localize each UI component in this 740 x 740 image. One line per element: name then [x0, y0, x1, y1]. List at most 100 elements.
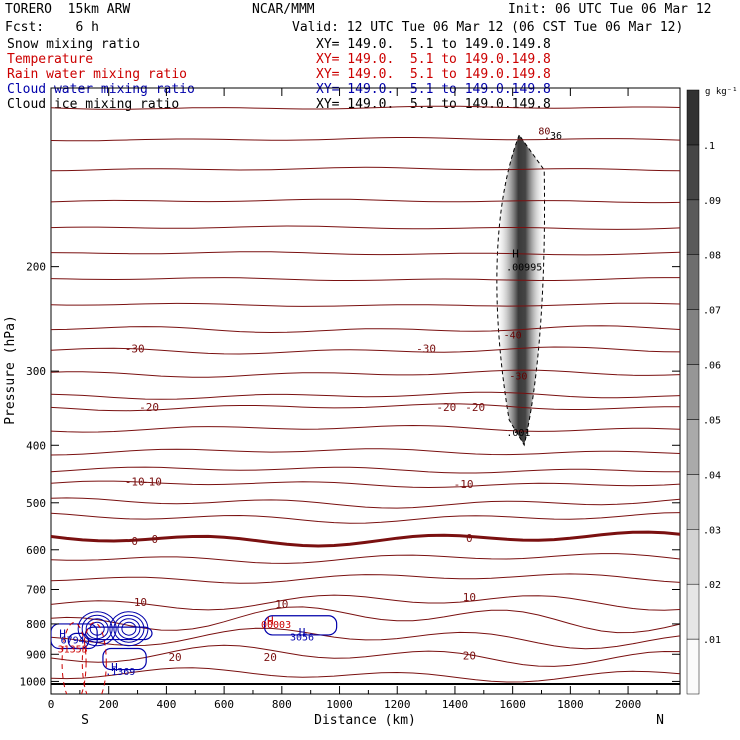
- isotherm-line: [51, 251, 680, 256]
- rain-contour: [81, 622, 107, 694]
- tick-layer: [50, 88, 680, 694]
- y-tick-label: 500: [26, 497, 46, 510]
- isotherm-line: [51, 403, 680, 412]
- x-axis-label: Distance (km): [314, 713, 416, 728]
- contour-value-label: 3056: [290, 632, 314, 643]
- legend-cloudwater-xy: XY= 149.0. 5.1 to 149.0.149.8: [316, 82, 551, 97]
- colorbar-swatch: [686, 199, 700, 255]
- high-marker: H: [59, 627, 66, 640]
- forecast-hour: Fcst: 6 h: [5, 20, 99, 35]
- isotherm-label: 20: [264, 651, 277, 664]
- legend-cloudwater-name: Cloud water mixing ratio: [7, 82, 195, 97]
- contour-value-label: 80: [538, 127, 550, 138]
- legend-snow-name: Snow mixing ratio: [7, 37, 141, 52]
- x-tick-label: 0: [48, 698, 55, 711]
- cloud-water-contour: [85, 626, 153, 641]
- high-marker: H: [267, 615, 274, 628]
- colorbar-swatch: [686, 144, 700, 201]
- isotherm-line: [51, 277, 680, 281]
- x-tick-label: 1400: [442, 698, 469, 711]
- x-tick-label: 1800: [557, 698, 584, 711]
- isotherm-line: [51, 198, 680, 204]
- init-time: Init: 06 UTC Tue 06 Mar 12: [508, 2, 712, 17]
- y-tick-label: 700: [26, 584, 46, 597]
- contour-value-label: -40: [504, 330, 522, 341]
- isotherm-label: 0: [466, 532, 473, 545]
- colorbar-label: .1: [703, 141, 715, 152]
- isotherm-label: 10: [134, 596, 147, 609]
- colorbar-swatch: [686, 638, 700, 695]
- contour-value-label: 31353: [58, 644, 88, 655]
- legend-temperature-xy: XY= 149.0. 5.1 to 149.0.149.8: [316, 52, 551, 67]
- colorbar-label: .04: [703, 470, 721, 481]
- cloud-water-cell: [121, 621, 137, 636]
- isotherm-line: [51, 512, 680, 524]
- y-tick-label: 300: [26, 365, 46, 378]
- high-marker: H: [111, 661, 118, 674]
- isotherm-label: 10: [275, 598, 288, 611]
- y-tick-label: 200: [26, 261, 46, 274]
- legend-rain-xy: XY= 149.0. 5.1 to 149.0.149.8: [316, 67, 551, 82]
- y-tick-label: 400: [26, 439, 46, 452]
- isotherm-line: [51, 448, 680, 456]
- contour-layer: [51, 105, 680, 694]
- valid-time: Valid: 12 UTC Tue 06 Mar 12 (06 CST Tue …: [292, 20, 684, 35]
- contour-value-label: .1369: [105, 667, 135, 678]
- contour-value-label: .36: [544, 131, 562, 142]
- x-tick-label: 1600: [499, 698, 526, 711]
- x-axis-north-label: N: [656, 713, 664, 728]
- y-axis-label: Pressure (hPa): [3, 315, 18, 425]
- legend-cloudice-xy: XY= 149.0. 5.1 to 149.0.149.8: [316, 97, 551, 112]
- legend-snow-xy: XY= 149.0. 5.1 to 149.0.149.8: [316, 37, 551, 52]
- isotherm-line: [51, 606, 680, 634]
- colorbar-label: .06: [703, 361, 721, 372]
- cloud-water-cell: [89, 621, 105, 636]
- x-axis-south-label: S: [81, 713, 89, 728]
- colorbar-label: .03: [703, 525, 721, 536]
- isotherm-line: [51, 553, 680, 564]
- colorbar-swatch: [686, 309, 700, 365]
- cloud-water-cell: [109, 611, 149, 647]
- isotherm-line: [51, 573, 680, 584]
- cloud-water-contour: [102, 647, 147, 671]
- legend-rain-name: Rain water mixing ratio: [7, 67, 188, 82]
- x-tick-label: 800: [272, 698, 292, 711]
- colorbar-swatch: [686, 529, 700, 585]
- contour-value-label: -30: [509, 371, 527, 382]
- cloud-water-cell: [113, 614, 145, 643]
- cloud-water-contour: [263, 615, 338, 636]
- x-tick-label: 600: [214, 698, 234, 711]
- model-title: TORERO 15km ARW: [5, 2, 131, 17]
- isotherm-label: -20: [139, 401, 159, 414]
- isotherm-label: -30: [416, 343, 436, 356]
- isotherm-line: [51, 166, 680, 172]
- isotherm-line: [51, 137, 680, 142]
- x-tick-label: 1000: [326, 698, 353, 711]
- colorbar-swatch: [686, 254, 700, 310]
- snow-shaded-cell: [496, 133, 546, 447]
- org-label: NCAR/MMM: [252, 2, 315, 17]
- isotherm-line: [51, 644, 680, 667]
- colorbar-swatch: [686, 474, 700, 530]
- cloud-water-cell: [85, 618, 109, 640]
- y-tick-label: 900: [26, 648, 46, 661]
- isotherm-line: [51, 480, 680, 489]
- isotherm-label: 10: [463, 591, 476, 604]
- x-tick-label: 400: [156, 698, 176, 711]
- legend-temperature-name: Temperature: [7, 52, 94, 67]
- colorbar-swatch: [686, 89, 700, 146]
- isotherm-line: [51, 325, 680, 334]
- contour-value-label: .00995: [506, 263, 542, 274]
- x-tick-label: 200: [99, 698, 119, 711]
- isotherm-line: [51, 466, 680, 474]
- isotherm-label: -20: [465, 401, 485, 414]
- isotherm-line: [51, 667, 680, 683]
- high-marker: H: [512, 247, 519, 260]
- isotherm-line: [51, 391, 680, 400]
- x-tick-label: 2000: [615, 698, 642, 711]
- isotherm-line: [51, 105, 680, 110]
- isotherm-line: [51, 497, 680, 509]
- isotherm-line: [51, 302, 680, 307]
- isotherm-label: 0: [131, 535, 138, 548]
